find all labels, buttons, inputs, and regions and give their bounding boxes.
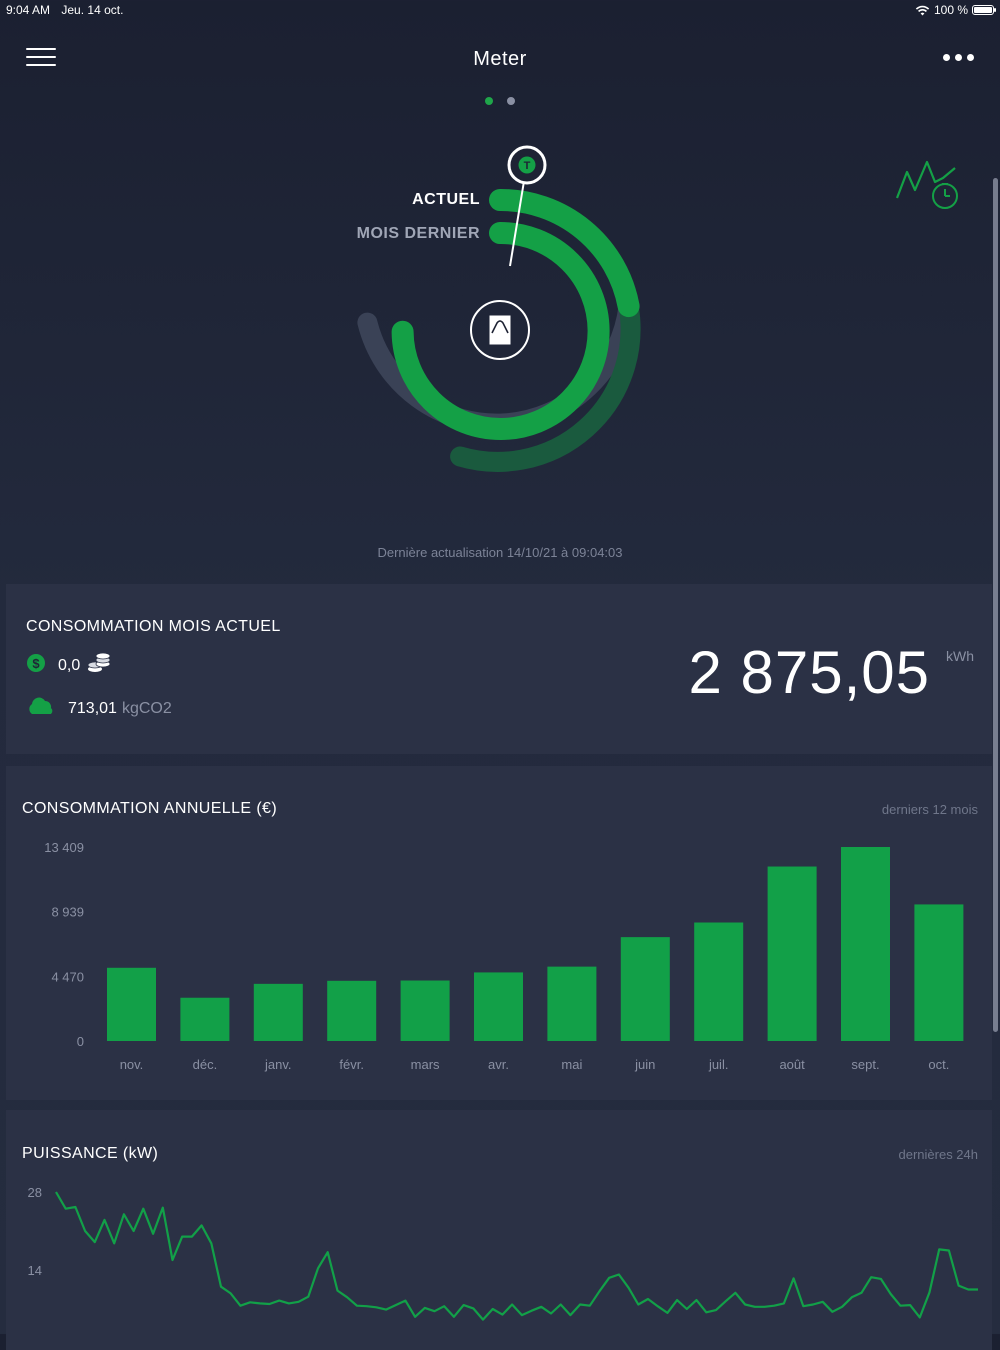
bar-2[interactable] xyxy=(253,983,303,1041)
bar-7[interactable] xyxy=(620,937,670,1041)
status-time: 9:04 AM xyxy=(6,3,51,17)
bar-6[interactable] xyxy=(547,966,597,1041)
dot-icon xyxy=(943,54,950,61)
dot-icon xyxy=(967,54,974,61)
status-date: Jeu. 14 oct. xyxy=(61,3,124,17)
co2-unit: kgCO2 xyxy=(121,699,172,717)
x-tick-label: juin xyxy=(634,1057,655,1072)
battery-icon xyxy=(972,5,996,15)
last-update-text: Dernière actualisation 14/10/21 à 09:04:… xyxy=(377,545,623,560)
dollar-icon: $ xyxy=(26,653,46,678)
power-series-line xyxy=(55,1191,978,1321)
bar-10[interactable] xyxy=(841,847,890,1041)
y-tick-label: 4 470 xyxy=(51,969,84,984)
meter-icon xyxy=(470,300,530,360)
bar-11[interactable] xyxy=(914,904,964,1041)
label-mois-dernier: MOIS DERNIER xyxy=(356,225,480,242)
wifi-icon xyxy=(915,5,930,15)
y-tick-label: 14 xyxy=(28,1263,42,1278)
annual-period: derniers 12 mois xyxy=(881,802,978,817)
co2-value: 713,01 xyxy=(68,699,117,717)
hamburger-menu-button[interactable] xyxy=(26,48,58,70)
consumption-value: 2 875,05 xyxy=(688,639,930,706)
consumption-unit: kWh xyxy=(946,648,974,664)
history-chart-button[interactable] xyxy=(893,158,963,219)
co2-row: 713,01 kgCO2 xyxy=(26,696,172,721)
x-tick-label: juil. xyxy=(708,1057,729,1072)
power-period: dernières 24h xyxy=(898,1147,979,1162)
scrollbar[interactable] xyxy=(993,178,998,1032)
status-bar: 9:04 AM Jeu. 14 oct. 100 % xyxy=(0,0,1000,22)
bar-3[interactable] xyxy=(327,980,377,1041)
x-tick-label: oct. xyxy=(928,1057,949,1072)
status-left: 9:04 AM Jeu. 14 oct. xyxy=(6,3,131,17)
power-card: PUISSANCE (kW) dernières 24h 14 28 xyxy=(6,1110,992,1350)
svg-text:$: $ xyxy=(32,656,40,671)
current-month-card: CONSOMMATION MOIS ACTUEL $ 0,0 713,01 kg… xyxy=(6,584,992,754)
consumption-gauge: T ACTUEL MOIS DERNIER xyxy=(340,130,660,490)
x-tick-label: mai xyxy=(561,1057,582,1072)
annual-consumption-card: CONSOMMATION ANNUELLE (€) derniers 12 mo… xyxy=(6,766,992,1100)
cloud-icon xyxy=(26,696,56,721)
chart-clock-icon xyxy=(895,160,958,209)
current-month-title: CONSOMMATION MOIS ACTUEL xyxy=(26,618,281,635)
bar-8[interactable] xyxy=(694,922,744,1041)
power-title: PUISSANCE (kW) xyxy=(22,1145,159,1162)
nav-bar: Meter xyxy=(0,40,1000,80)
label-actuel: ACTUEL xyxy=(412,191,480,208)
x-tick-label: nov. xyxy=(120,1057,144,1072)
x-tick-label: août xyxy=(779,1057,805,1072)
previous-month-progress-tail xyxy=(450,296,641,472)
gauge-rings: T xyxy=(357,145,641,472)
x-tick-label: avr. xyxy=(488,1057,509,1072)
x-tick-label: févr. xyxy=(339,1057,364,1072)
x-tick-label: sept. xyxy=(851,1057,879,1072)
y-tick-label: 0 xyxy=(77,1034,84,1049)
bar-1[interactable] xyxy=(180,997,230,1041)
annual-title: CONSOMMATION ANNUELLE (€) xyxy=(22,800,278,817)
x-tick-label: mars xyxy=(411,1057,440,1072)
y-tick-label: 8 939 xyxy=(51,905,84,920)
current-month-arc xyxy=(489,188,640,318)
bar-0[interactable] xyxy=(107,967,156,1041)
dot-icon xyxy=(955,54,962,61)
x-tick-label: janv. xyxy=(264,1057,292,1072)
bar-4[interactable] xyxy=(400,980,450,1041)
y-tick-label: 28 xyxy=(28,1185,42,1200)
page-dot-active[interactable] xyxy=(484,97,493,105)
status-right: 100 % xyxy=(915,3,996,17)
annual-bar-chart: 0 4 470 8 939 13 409 nov. déc. janv. févr. mars a… xyxy=(44,840,964,1072)
x-tick-label: déc. xyxy=(193,1057,218,1072)
more-options-button[interactable] xyxy=(943,54,974,61)
power-line-chart: 14 28 xyxy=(28,1185,978,1321)
page-dot-inactive[interactable] xyxy=(507,97,516,105)
page-indicator[interactable] xyxy=(0,92,1000,110)
gauge-marker-letter: T xyxy=(524,160,531,172)
previous-month-arc xyxy=(391,221,610,440)
battery-percent: 100 % xyxy=(933,3,968,17)
cost-value: 0,0 xyxy=(58,656,81,674)
page-title: Meter xyxy=(473,48,527,70)
y-tick-label: 13 409 xyxy=(44,840,84,855)
bar-9[interactable] xyxy=(767,866,817,1041)
cost-row: $ 0,0 xyxy=(26,652,124,679)
coins-icon xyxy=(86,652,112,679)
bar-5[interactable] xyxy=(474,972,523,1041)
